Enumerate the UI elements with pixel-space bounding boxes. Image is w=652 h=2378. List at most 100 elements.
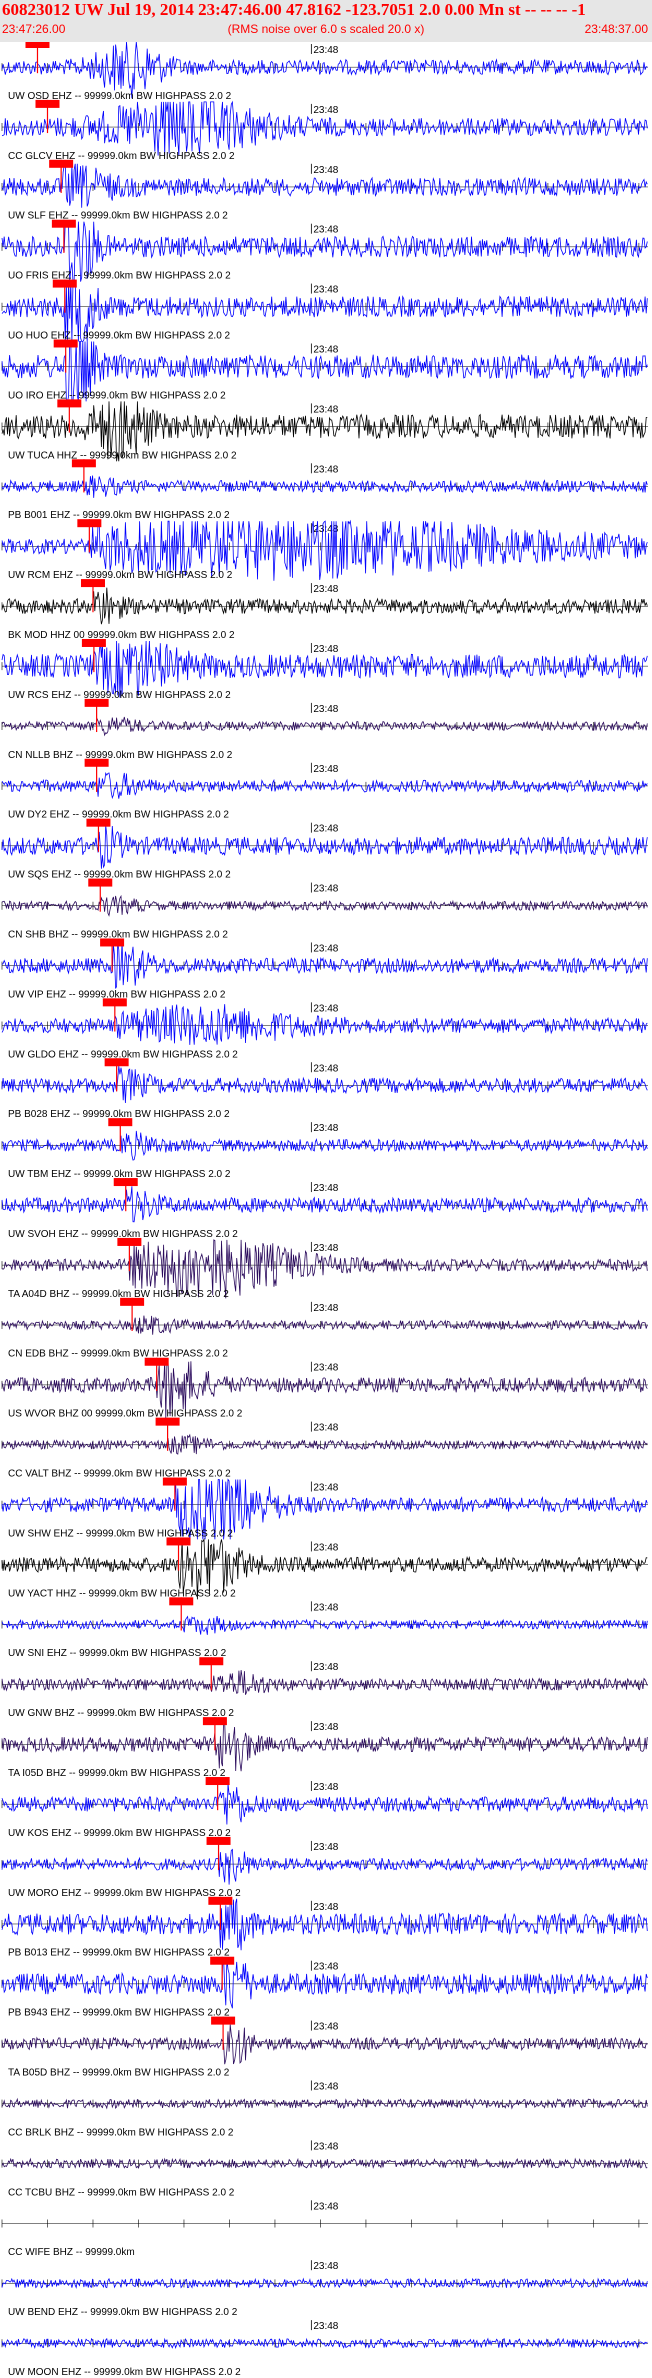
pick-marker — [49, 159, 74, 168]
waveform-trace — [1, 1315, 648, 1335]
waveform-trace — [1, 2337, 648, 2349]
waveform-trace — [1, 640, 648, 698]
minute-tick-label: 23:48 — [313, 1063, 338, 1074]
waveform-trace — [1, 2097, 648, 2110]
station-label: UW YACT HHZ -- 99999.0km BW HIGHPASS 2.0… — [8, 1588, 236, 1599]
station-label: UW SQS EHZ -- 99999.0km BW HIGHPASS 2.0 … — [8, 870, 231, 881]
station-label: UW MOON EHZ -- 99999.0km BW HIGHPASS 2.0… — [8, 2367, 241, 2378]
pick-marker — [144, 1357, 169, 1366]
pick-marker — [51, 219, 76, 228]
station-label: UO IRO EHZ -- 99999.0km BW HIGHPASS 2.0 … — [8, 390, 226, 401]
minute-tick-label: 23:48 — [313, 1842, 338, 1853]
pick-marker — [208, 1896, 233, 1905]
station-label: UW RCS EHZ -- 99999.0km BW HIGHPASS 2.0 … — [8, 690, 231, 701]
minute-tick-label: 23:48 — [313, 1542, 338, 1553]
station-label: TA B05D BHZ -- 99999.0km BW HIGHPASS 2.0… — [8, 2068, 230, 2079]
station-label: UO FRIS EHZ -- 99999.0km BW HIGHPASS 2.0… — [8, 271, 231, 282]
minute-tick-label: 23:48 — [313, 225, 338, 236]
pick-marker — [86, 818, 111, 827]
minute-tick-label: 23:48 — [313, 943, 338, 954]
station-label: UW GLDO EHZ -- 99999.0km BW HIGHPASS 2.0… — [8, 1049, 238, 1060]
waveform-trace — [1, 1359, 648, 1419]
minute-tick-label: 23:48 — [313, 1602, 338, 1613]
waveform-trace — [1, 1537, 648, 1600]
station-label: UO HUO EHZ -- 99999.0km BW HIGHPASS 2.0 … — [8, 330, 231, 341]
waveform-trace — [1, 2277, 648, 2289]
station-label: UW RCM EHZ -- 99999.0km BW HIGHPASS 2.0 … — [8, 570, 233, 581]
station-label: UW SLF EHZ -- 99999.0km BW HIGHPASS 2.0 … — [8, 211, 228, 222]
minute-tick-label: 23:48 — [313, 45, 338, 56]
station-label: TA I05D BHZ -- 99999.0km BW HIGHPASS 2.0… — [8, 1768, 226, 1779]
minute-tick-label: 23:48 — [313, 165, 338, 176]
record-header: 60823012 UW Jul 19, 2014 23:47:46.00 47.… — [0, 0, 652, 42]
station-label: UW KOS EHZ -- 99999.0km BW HIGHPASS 2.0 … — [8, 1828, 231, 1839]
station-label: CC VALT BHZ -- 99999.0km BW HIGHPASS 2.0… — [8, 1469, 231, 1480]
pick-marker — [88, 878, 113, 887]
waveform-trace — [1, 1004, 648, 1045]
station-label: PB B001 EHZ -- 99999.0km BW HIGHPASS 2.0… — [8, 510, 230, 521]
pick-marker — [53, 339, 78, 348]
minute-tick-label: 23:48 — [313, 1722, 338, 1733]
waveform-trace — [1, 2157, 648, 2170]
end-time-label: 23:48:37.00 — [584, 22, 648, 36]
minute-tick-label: 23:48 — [313, 2141, 338, 2152]
start-time-label: 23:47:26.00 — [2, 22, 66, 36]
waveform-trace — [1, 1239, 648, 1299]
minute-tick-label: 23:48 — [313, 285, 338, 296]
waveform-trace — [1, 519, 648, 581]
pick-marker — [104, 1058, 129, 1067]
minute-tick-label: 23:48 — [313, 344, 338, 355]
minute-tick-label: 23:48 — [313, 704, 338, 715]
station-label: UW VIP EHZ -- 99999.0km BW HIGHPASS 2.0 … — [8, 989, 226, 1000]
station-label: CN EDB BHZ -- 99999.0km BW HIGHPASS 2.0 … — [8, 1349, 228, 1360]
waveform-trace — [1, 1615, 648, 1635]
pick-marker — [210, 1956, 235, 1965]
minute-tick-label: 23:48 — [313, 524, 338, 535]
minute-tick-label: 23:48 — [313, 404, 338, 415]
waveform-trace — [1, 475, 648, 498]
minute-tick-label: 23:48 — [313, 1003, 338, 1014]
pick-marker — [25, 42, 50, 48]
minute-tick-label: 23:48 — [313, 1662, 338, 1673]
pick-marker — [205, 1777, 230, 1786]
pick-marker — [80, 579, 105, 588]
waveform-trace — [1, 771, 648, 800]
waveform-trace — [1, 281, 648, 342]
minute-tick-label: 23:48 — [313, 2261, 338, 2272]
waveform-trace — [1, 894, 648, 917]
waveform-trace — [1, 221, 648, 282]
waveform-trace — [1, 341, 648, 402]
station-label: CC WIFE BHZ -- 99999.0km — [8, 2247, 135, 2258]
waveform-trace — [1, 1718, 648, 1772]
pick-marker — [166, 1537, 191, 1546]
waveform-trace — [1, 587, 648, 625]
minute-tick-label: 23:48 — [313, 2082, 338, 2093]
waveform-trace — [1, 1186, 648, 1223]
minute-tick-label: 23:48 — [313, 2321, 338, 2332]
waveform-trace — [1, 1478, 648, 1540]
pick-marker — [211, 2016, 236, 2025]
minute-tick-label: 23:48 — [313, 584, 338, 595]
waveform-trace — [1, 1958, 648, 2009]
waveform-trace — [1, 42, 648, 99]
event-title: 60823012 UW Jul 19, 2014 23:47:46.00 47.… — [2, 0, 586, 19]
station-label: PB B028 EHZ -- 99999.0km BW HIGHPASS 2.0… — [8, 1109, 230, 1120]
waveform-trace — [1, 163, 648, 208]
pick-marker — [102, 998, 127, 1007]
waveform-trace — [1, 1130, 648, 1161]
station-label: CC TCBU BHZ -- 99999.0km BW HIGHPASS 2.0… — [8, 2187, 235, 2198]
pick-marker — [100, 938, 125, 947]
minute-tick-label: 23:48 — [313, 824, 338, 835]
minute-tick-label: 23:48 — [313, 1902, 338, 1913]
pick-marker — [120, 1297, 145, 1306]
minute-tick-label: 23:48 — [313, 105, 338, 116]
minute-tick-label: 23:48 — [313, 1183, 338, 1194]
minute-tick-label: 23:48 — [313, 464, 338, 475]
minute-tick-label: 23:48 — [313, 2022, 338, 2033]
station-label: UW DY2 EHZ -- 99999.0km BW HIGHPASS 2.0 … — [8, 810, 229, 821]
station-label: PB B943 EHZ -- 99999.0km BW HIGHPASS 2.0… — [8, 2008, 230, 2019]
waveform-trace — [1, 1848, 648, 1885]
pick-marker — [52, 279, 77, 288]
minute-tick-label: 23:48 — [313, 1782, 338, 1793]
minute-tick-label: 23:48 — [313, 2201, 338, 2212]
